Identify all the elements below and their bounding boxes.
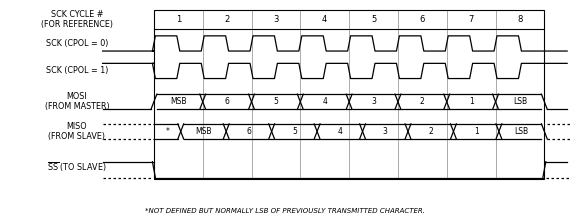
Text: SCK CYCLE #
(FOR REFERENCE): SCK CYCLE # (FOR REFERENCE)	[41, 9, 113, 29]
Text: SCK (CPOL = 1): SCK (CPOL = 1)	[46, 66, 108, 75]
Text: *NOT DEFINED BUT NORMALLY LSB OF PREVIOUSLY TRANSMITTED CHARACTER.: *NOT DEFINED BUT NORMALLY LSB OF PREVIOU…	[145, 208, 425, 214]
Text: MOSI
(FROM MASTER): MOSI (FROM MASTER)	[44, 92, 109, 112]
Text: LSB: LSB	[513, 97, 527, 106]
Text: 2: 2	[428, 127, 433, 136]
Text: 5: 5	[371, 15, 376, 24]
Text: 3: 3	[273, 15, 279, 24]
Text: 1: 1	[176, 15, 181, 24]
Text: 8: 8	[517, 15, 523, 24]
Text: 2: 2	[420, 97, 425, 106]
Text: 1: 1	[474, 127, 479, 136]
Text: SCK (CPOL = 0): SCK (CPOL = 0)	[46, 39, 108, 48]
Text: MSB: MSB	[195, 127, 211, 136]
Text: 5: 5	[274, 97, 278, 106]
Text: 3: 3	[383, 127, 388, 136]
Text: MISO
(FROM SLAVE): MISO (FROM SLAVE)	[48, 122, 105, 141]
Text: 7: 7	[469, 15, 474, 24]
Text: MSB: MSB	[170, 97, 186, 106]
Text: 4: 4	[337, 127, 342, 136]
Text: 4: 4	[322, 15, 327, 24]
Text: 6: 6	[246, 127, 251, 136]
Text: *: *	[165, 127, 169, 136]
Text: 5: 5	[292, 127, 297, 136]
Bar	[154, 10, 544, 179]
Text: 1: 1	[469, 97, 474, 106]
Text: 3: 3	[371, 97, 376, 106]
Text: 4: 4	[322, 97, 327, 106]
Text: 6: 6	[420, 15, 425, 24]
Text: $\overline{\mathregular{SS}}$ (TO SLAVE): $\overline{\mathregular{SS}}$ (TO SLAVE)	[47, 160, 107, 174]
Text: LSB: LSB	[515, 127, 529, 136]
Text: 6: 6	[225, 97, 230, 106]
Text: 2: 2	[225, 15, 230, 24]
